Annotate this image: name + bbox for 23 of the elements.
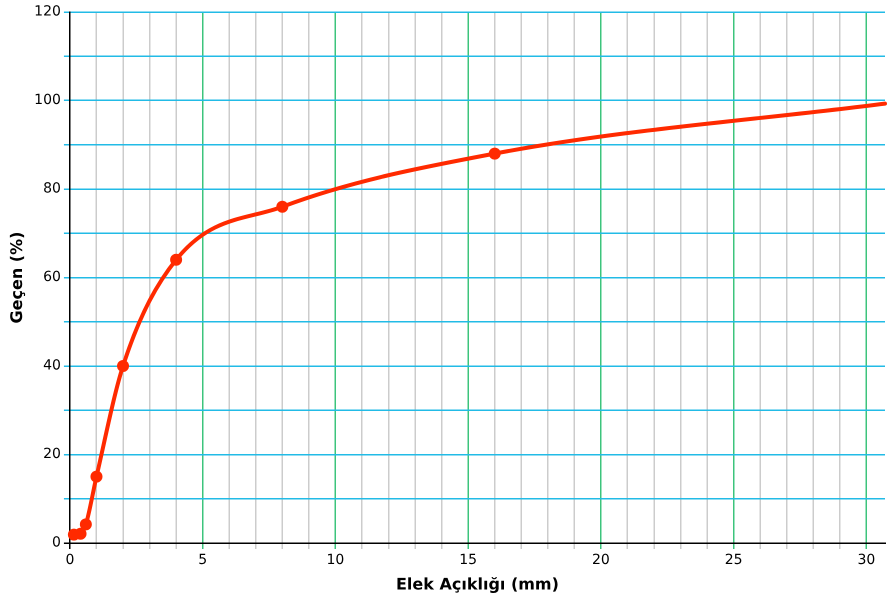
x-axis-title: Elek Açıklığı (mm) bbox=[396, 574, 559, 594]
point bbox=[80, 518, 92, 530]
point bbox=[117, 360, 130, 372]
y-tick-label: 60 bbox=[43, 269, 61, 286]
y-tick-label: 80 bbox=[43, 180, 61, 197]
point bbox=[488, 148, 501, 160]
x-tick-label: 5 bbox=[198, 552, 208, 568]
y-tick-label: 0 bbox=[52, 534, 61, 551]
y-tick-label: 120 bbox=[34, 4, 61, 20]
y-axis-title: Geçen (%) bbox=[6, 232, 26, 324]
point bbox=[90, 470, 102, 483]
x-tick-label: 15 bbox=[459, 552, 478, 568]
y-tick-label: 40 bbox=[43, 358, 61, 374]
x-tick-label: 30 bbox=[858, 552, 876, 568]
y-tick-label: 100 bbox=[34, 92, 61, 108]
point bbox=[170, 254, 182, 266]
x-tick-label: 20 bbox=[592, 552, 610, 568]
x-tick-label: 25 bbox=[724, 552, 743, 568]
point bbox=[74, 528, 87, 540]
y-tick-label: 20 bbox=[43, 446, 61, 462]
x-tick-label: 0 bbox=[65, 552, 74, 568]
point bbox=[276, 200, 288, 213]
x-tick-label: 10 bbox=[326, 552, 344, 568]
